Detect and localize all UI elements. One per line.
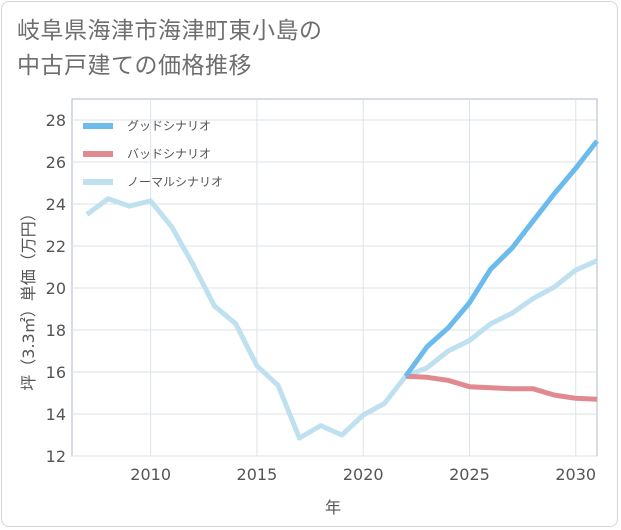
y-tick-label: 16	[46, 363, 66, 382]
chart-title: 岐阜県海津市海津町東小島の 中古戸建ての価格推移	[17, 14, 607, 84]
y-tick-label: 12	[46, 447, 66, 466]
legend-normal: ノーマルシナリオ	[83, 175, 223, 189]
x-tick-label: 2020	[343, 465, 384, 484]
good-scenario-line	[403, 139, 599, 378]
plot-area	[71, 98, 598, 457]
bad-scenario-line	[405, 373, 598, 402]
legend-label: バッドシナリオ	[127, 147, 211, 161]
y-tick-label: 26	[46, 153, 66, 172]
y-tick-label: 28	[46, 111, 66, 130]
legend-bad: バッドシナリオ	[83, 147, 211, 161]
y-tick-label: 14	[46, 405, 66, 424]
y-tick-label: 22	[46, 237, 66, 256]
x-tick-label: 2030	[555, 465, 596, 484]
tick-labels: 12 14 16 18 20 22 24 26 28 2010 2015 2020 2025 2030	[46, 111, 596, 484]
chart-title-line-2: 中古戸建ての価格推移	[17, 53, 252, 79]
grid-lines	[72, 99, 597, 457]
legend-label: ノーマルシナリオ	[127, 175, 223, 189]
y-tick-label: 18	[46, 321, 66, 340]
x-tick-label: 2010	[130, 465, 171, 484]
x-axis-label: 年	[325, 498, 341, 517]
x-tick-label: 2015	[237, 465, 278, 484]
legend-good: グッドシナリオ	[83, 119, 211, 133]
x-tick-label: 2025	[449, 465, 490, 484]
series-lines	[85, 139, 599, 441]
chart-title-line-1: 岐阜県海津市海津町東小島の	[17, 18, 323, 44]
y-axis-label: 坪（3.3㎡）単価（万円）	[19, 205, 38, 390]
legend-label: グッドシナリオ	[127, 119, 211, 133]
normal-scenario-line	[85, 196, 599, 441]
y-tick-label: 20	[46, 279, 66, 298]
y-tick-label: 24	[46, 195, 66, 214]
